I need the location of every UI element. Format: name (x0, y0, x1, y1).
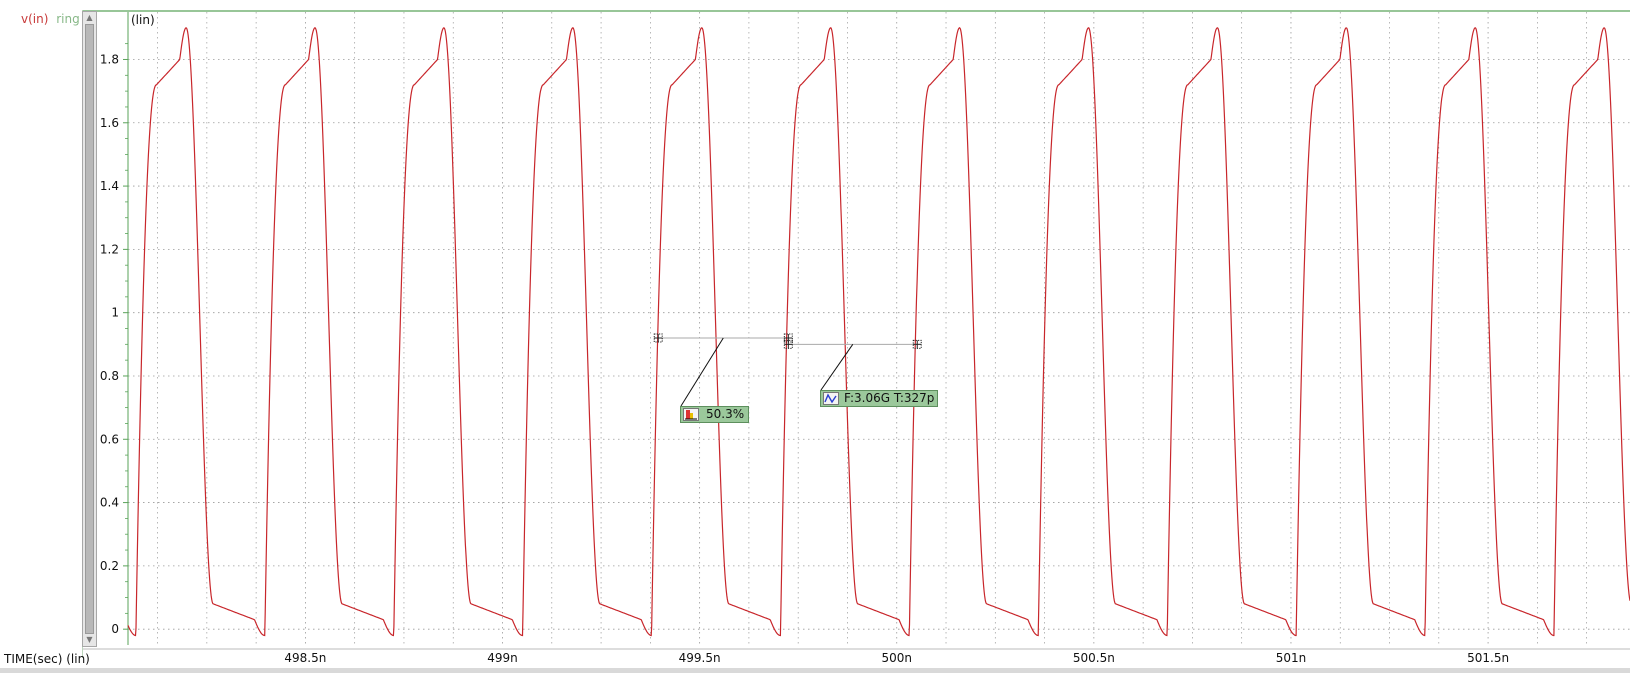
signal-legend[interactable]: v(in) ring (21, 12, 80, 26)
y-tick-label: 1 (111, 306, 119, 320)
freq-marker-start[interactable] (783, 339, 793, 349)
arrow-up-icon[interactable]: ▲ (86, 13, 93, 22)
x-tick-label: 499n (487, 651, 518, 665)
grid-lines (128, 12, 1630, 645)
duty-cycle-value: 50.3% (706, 407, 745, 421)
y-tick-label: 1.2 (100, 242, 119, 256)
y-scale-label: (lin) (131, 13, 155, 27)
plot-frame (0, 10, 1630, 650)
y-tick-label: 1.6 (100, 116, 119, 130)
x-axis: 498.5n 499n 499.5n 500n 500.5n 501n 501.5n (284, 651, 1509, 665)
y-tick-label: 0.2 (100, 559, 119, 573)
y-tick-label: 1.8 (100, 52, 119, 66)
x-tick-label: 501n (1276, 651, 1307, 665)
trace-v-in[interactable] (127, 27, 1630, 637)
signal-list-panel (0, 10, 83, 658)
y-tick-label: 0.8 (100, 369, 119, 383)
duty-leader-line (680, 337, 724, 407)
measurement-markers[interactable] (653, 333, 922, 407)
scrollbar-thumb[interactable] (85, 24, 94, 634)
sine-wave-icon (823, 392, 839, 405)
vertical-scrollbar[interactable]: ▲ ▼ (82, 11, 97, 647)
freq-leader-line (820, 344, 854, 391)
duty-marker-start[interactable] (653, 333, 663, 343)
legend-group-name: ring (56, 12, 80, 26)
y-axis: 0 0.2 0.4 0.6 0.8 1 1.2 1.4 1.6 1.8 (100, 43, 128, 636)
frequency-measurement[interactable]: F:3.06G T:327p (820, 390, 938, 407)
duty-cycle-icon (683, 408, 699, 421)
legend-signal-name[interactable]: v(in) (21, 12, 49, 26)
y-tick-label: 0.6 (100, 432, 119, 446)
x-tick-label: 501.5n (1467, 651, 1509, 665)
x-axis-title: TIME(sec) (lin) (4, 652, 90, 666)
duty-cycle-measurement[interactable]: 50.3% (680, 406, 749, 423)
x-tick-label: 499.5n (679, 651, 721, 665)
y-tick-label: 0 (111, 622, 119, 636)
y-tick-label: 1.4 (100, 179, 119, 193)
freq-marker-end[interactable] (912, 339, 922, 349)
horizontal-scrollbar[interactable] (0, 668, 1630, 673)
x-tick-label: 498.5n (284, 651, 326, 665)
frequency-period-value: F:3.06G T:327p (844, 391, 935, 405)
arrow-down-icon[interactable]: ▼ (86, 635, 93, 644)
x-tick-label: 500n (881, 651, 912, 665)
y-tick-label: 0.4 (100, 496, 119, 510)
x-tick-label: 500.5n (1073, 651, 1115, 665)
